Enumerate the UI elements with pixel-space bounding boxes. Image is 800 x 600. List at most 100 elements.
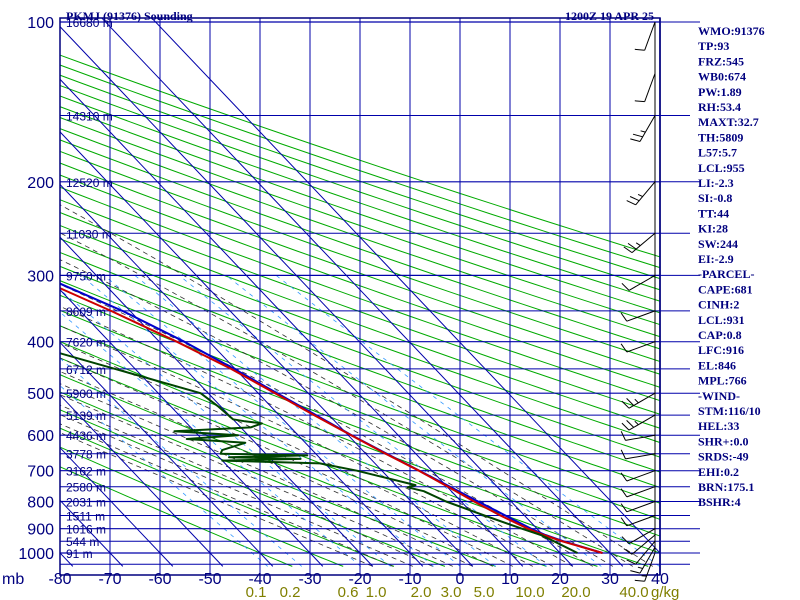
height-label: 1016 m — [66, 523, 106, 537]
index-line: LCL:931 — [698, 313, 745, 327]
index-line: RH:53.4 — [698, 100, 741, 114]
index-line: PW:1.89 — [698, 85, 742, 99]
height-label: 12520 m — [66, 176, 113, 190]
plot-frame — [59, 17, 700, 576]
index-line: FRZ:545 — [698, 54, 744, 68]
dry-adiabat — [60, 84, 660, 291]
wind-barb-flag — [629, 196, 640, 202]
dry-adiabat — [60, 74, 660, 280]
wind-barb-flag — [634, 48, 645, 51]
temperature-tick-label: 30 — [601, 571, 619, 588]
wind-barb-flag — [630, 570, 641, 574]
dry-adiabat — [60, 64, 660, 269]
wind-barb-flag — [634, 579, 645, 582]
dry-adiabat — [60, 224, 660, 444]
dry-adiabat — [60, 139, 660, 350]
dry-adiabat — [60, 265, 660, 488]
wind-barb-flag — [630, 138, 641, 142]
wind-barb-shaft — [626, 310, 656, 322]
index-line: BRN:175.1 — [698, 480, 754, 494]
moist-adiabat — [60, 394, 453, 567]
index-line: SW:244 — [698, 237, 738, 251]
isotherm — [151, 18, 660, 554]
observation-time: 1200Z 19 APR 25 — [565, 9, 654, 23]
mixing-ratio-line — [60, 385, 268, 567]
height-label: 1511 m — [66, 510, 105, 524]
moist-adiabat — [60, 371, 493, 567]
wind-barb-shaft — [626, 341, 656, 353]
mixing-ratio-label: 0.6 — [338, 584, 359, 600]
temperature-tick-label: -30 — [298, 571, 321, 588]
mixing-ratio-line — [134, 275, 496, 567]
sounding-profiles — [60, 282, 603, 554]
height-label: 4436 m — [66, 429, 106, 443]
height-label: 16680 m — [66, 16, 113, 30]
mixing-ratio-label: 3.0 — [441, 584, 462, 600]
dry-adiabat — [60, 294, 660, 520]
wind-barb-flag — [620, 449, 626, 460]
wind-barb-flag — [621, 536, 630, 545]
wind-barb-half — [634, 420, 639, 426]
height-label: 6712 m — [66, 363, 106, 377]
wind-barb-flag — [620, 431, 626, 441]
wind-barb-flag — [620, 343, 628, 353]
wind-barb-half — [640, 130, 646, 133]
dry-adiabat — [60, 199, 660, 415]
wind-barb-shaft — [644, 21, 656, 51]
height-label: 3162 m — [66, 465, 106, 479]
mixing-ratio-line — [178, 275, 547, 567]
mixing-ratio-label: 0.1 — [246, 584, 267, 600]
dry-adiabat — [60, 186, 660, 402]
background-grid — [60, 18, 660, 575]
index-line: BSHR:4 — [698, 495, 741, 509]
wind-barb-flag — [623, 548, 633, 555]
index-line: MPL:766 — [698, 374, 747, 388]
wind-barb-flag — [620, 503, 628, 513]
isotherm — [60, 131, 474, 567]
wind-barb-shaft — [628, 528, 656, 545]
index-line: LCL:955 — [698, 161, 745, 175]
temperature-tick-label: -50 — [198, 571, 221, 588]
mixing-ratio-label: 0.2 — [280, 584, 301, 600]
isotherm — [60, 446, 174, 567]
index-line: SHR+:0.0 — [698, 434, 749, 448]
isotherm — [101, 18, 624, 567]
moist-adiabat — [60, 432, 373, 567]
wind-barb-flag — [620, 488, 628, 498]
index-line: CINH:2 — [698, 298, 739, 312]
height-label: 8609 m — [66, 305, 106, 319]
wind-barb-shaft — [625, 434, 656, 441]
mixing-ratio-line — [80, 275, 434, 567]
pressure-label: 400 — [27, 335, 54, 352]
dry-adiabat — [60, 106, 660, 314]
index-line: EL:846 — [698, 358, 736, 372]
mixing-ratio-label: 10.0 — [515, 584, 544, 600]
wind-barb-flag — [621, 282, 630, 291]
dry-adiabat — [60, 162, 660, 375]
height-label: 5139 m — [66, 409, 106, 423]
isotherm — [60, 25, 574, 567]
wind-barb-shaft — [626, 501, 656, 513]
moist-adiabat — [60, 414, 413, 567]
mixing-ratio-line — [225, 275, 602, 567]
dry-adiabat — [60, 174, 660, 388]
temperature-tick-label: -10 — [398, 571, 421, 588]
wind-barbs — [620, 21, 656, 582]
temperature-tick-label: -40 — [248, 571, 271, 588]
moist-adiabat — [60, 342, 533, 567]
wind-barb-shaft — [644, 73, 656, 102]
index-line: EI:-2.9 — [698, 252, 734, 266]
wind-barb-shaft — [628, 274, 656, 291]
pressure-label: 200 — [27, 175, 54, 192]
index-line: -PARCEL- — [698, 267, 754, 281]
pressure-label: 900 — [27, 522, 54, 539]
isotherm — [60, 341, 274, 567]
mixing-ratio-label: 20.0 — [561, 584, 590, 600]
height-label: 91 m — [66, 547, 93, 561]
temperature-tick-label: 0 — [456, 571, 465, 588]
wind-barb-half — [634, 398, 639, 404]
moist-adiabat — [60, 357, 513, 567]
wind-barb-flag — [626, 420, 635, 428]
wind-barb-flag — [626, 200, 636, 206]
